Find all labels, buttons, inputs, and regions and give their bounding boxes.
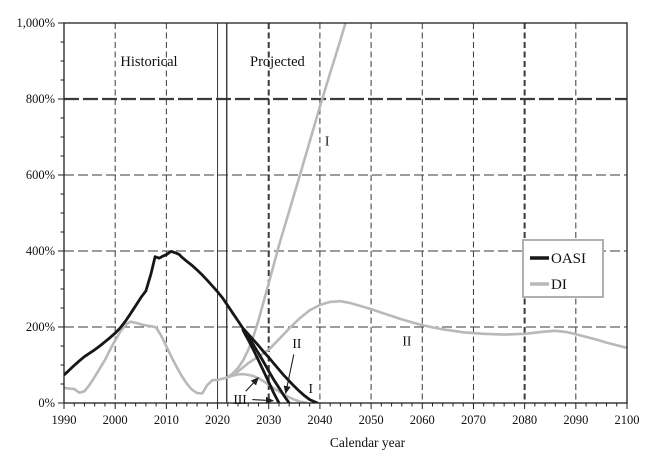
annotation-di-alt-i-label: I (325, 133, 330, 148)
legend: OASI DI (522, 239, 604, 298)
region-label-historical: Historical (120, 54, 177, 70)
y-tick-label-200: 200% (26, 320, 55, 334)
annotation-arrow-alt-iii-label-0 (252, 396, 274, 404)
legend-box (522, 239, 604, 298)
annotation-oasi-alt-i-label: I (308, 381, 313, 396)
y-tick-label-1000: 1,000% (16, 16, 55, 30)
region-label-projected: Projected (250, 54, 306, 70)
annotation-arrow-alt-iii-label-1 (245, 377, 259, 392)
x-tick-label-2000: 2000 (103, 413, 128, 427)
legend-label-di: DI (551, 277, 567, 293)
series-line-di-alt-iii (226, 372, 309, 403)
x-tick-label-2040: 2040 (307, 413, 332, 427)
x-tick-label-2100: 2100 (615, 413, 640, 427)
y-tick-label-0: 0% (38, 396, 55, 410)
plot-border (63, 22, 628, 404)
series-line-di-alt-i (226, 23, 347, 379)
annotation-alt-iii-label: III (233, 392, 247, 407)
series-layer (64, 23, 627, 403)
annotation-di-alt-ii-label: II (402, 334, 411, 349)
x-axis-title: Calendar year (330, 435, 406, 450)
x-tick-label-2080: 2080 (512, 413, 537, 427)
y-tick-label-800: 800% (26, 92, 55, 106)
series-line-oasi-historical (64, 249, 245, 377)
y-tick-label-600: 600% (26, 168, 55, 182)
x-tick-label-2020: 2020 (205, 413, 230, 427)
grid-layer (64, 23, 627, 403)
x-tick-label-2070: 2070 (461, 413, 486, 427)
y-tick-label-400: 400% (26, 244, 55, 258)
series-line-di-alt-ii (226, 299, 627, 379)
annotation-arrow-oasi-alt-ii-label-0 (283, 354, 295, 394)
x-tick-label-2090: 2090 (563, 413, 588, 427)
series-line-oasi-alt-iii (241, 328, 281, 403)
x-tick-label-1990: 1990 (52, 413, 77, 427)
series-line-oasi-alt-ii (241, 327, 291, 403)
series-line-oasi-alt-i (241, 327, 319, 403)
legend-label-oasi: OASI (551, 251, 586, 267)
series-line-di-historical (64, 320, 230, 395)
x-tick-label-2010: 2010 (154, 413, 179, 427)
x-tick-label-2030: 2030 (256, 413, 281, 427)
annotation-oasi-alt-ii-label: II (292, 336, 301, 351)
x-tick-label-2050: 2050 (359, 413, 384, 427)
x-tick-label-2060: 2060 (410, 413, 435, 427)
